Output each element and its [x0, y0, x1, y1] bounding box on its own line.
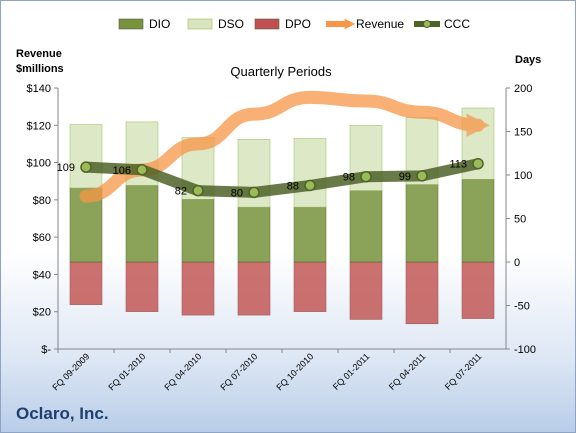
left-tick-label: $120 — [27, 120, 51, 132]
left-tick-label: $20 — [33, 307, 51, 319]
ccc-data-label: 106 — [113, 165, 131, 177]
ccc-line — [80, 158, 484, 198]
legend-swatch-dso — [187, 18, 213, 30]
ccc-data-label: 82 — [175, 186, 187, 198]
right-tick-label: 50 — [514, 214, 526, 226]
left-axis-title-line2: $millions — [16, 63, 64, 75]
right-axis-title: Days — [515, 54, 541, 66]
bar-dio — [405, 184, 439, 263]
company-name: Oclaro, Inc. — [16, 404, 109, 423]
bar-dio — [293, 206, 327, 263]
x-tick-label: FQ 01-2010 — [106, 351, 147, 392]
ccc-data-label: 98 — [343, 172, 355, 184]
left-tick-label: $80 — [33, 195, 51, 207]
bar-dio — [461, 179, 495, 263]
x-tick-label: FQ 09-2009 — [50, 351, 91, 392]
legend-label-dpo: DPO — [285, 17, 311, 31]
x-tick-label: FQ 07-2010 — [218, 351, 259, 392]
x-tick-label: FQ 10-2010 — [274, 351, 315, 392]
left-tick-label: $- — [41, 344, 51, 356]
ccc-point — [416, 170, 428, 182]
ccc-point — [192, 184, 204, 197]
legend-marker-ccc — [423, 20, 431, 28]
ccc-point — [136, 164, 148, 176]
bar-dpo — [349, 261, 383, 320]
bar-dpo — [69, 261, 103, 305]
ccc-point — [80, 161, 92, 173]
left-tick-label: $100 — [27, 158, 51, 170]
right-tick-label: -50 — [514, 301, 530, 313]
ccc-data-label: 88 — [287, 180, 299, 192]
bar-dso — [69, 124, 103, 189]
legend-swatch-dpo — [254, 18, 280, 30]
right-tick-label: -100 — [514, 344, 536, 356]
legend-label-dso: DSO — [218, 17, 244, 31]
bar-dio — [125, 185, 159, 263]
ccc-data-label: 113 — [449, 159, 467, 171]
legend: DIO DSO DPO Revenue CCC — [118, 17, 470, 31]
legend-label-revenue: Revenue — [356, 17, 404, 31]
bar-dio — [237, 206, 271, 263]
right-tick-label: 150 — [514, 127, 532, 139]
x-tick-label: FQ 07-2011 — [443, 351, 484, 392]
right-tick-label: 100 — [514, 170, 532, 182]
ccc-data-label: 109 — [57, 162, 75, 174]
x-tick-label: FQ 04-2011 — [387, 351, 428, 392]
legend-label-ccc: CCC — [444, 17, 470, 31]
chart-title: Quarterly Periods — [230, 64, 332, 79]
ccc-data-label: 99 — [399, 171, 411, 183]
bar-dio — [181, 199, 215, 263]
left-tick-label: $60 — [33, 232, 51, 244]
bar-dpo — [405, 261, 439, 325]
plot-area: $- $20 $40 $60 $80 $100 $120 $140 -100 -50 0 50 100 1… — [27, 83, 537, 392]
legend-label-dio: DIO — [149, 17, 170, 31]
ccc-point — [304, 179, 316, 192]
left-axis-title-line1: Revenue — [16, 48, 62, 60]
bar-dio — [349, 190, 383, 263]
bar-dso — [293, 138, 327, 208]
right-tick-label: 200 — [514, 83, 532, 95]
bar-dpo — [293, 261, 327, 312]
left-tick-label: $40 — [33, 269, 51, 281]
ccc-point — [472, 157, 484, 170]
left-tick-label: $140 — [27, 83, 51, 95]
x-tick-label: FQ 01-2011 — [331, 351, 372, 392]
ccc-point — [360, 170, 372, 183]
x-tick-label: FQ 04-2010 — [162, 351, 203, 392]
bar-dpo — [237, 261, 271, 316]
right-tick-label: 0 — [514, 257, 520, 269]
bar-dpo — [181, 261, 215, 316]
bar-dpo — [125, 261, 159, 312]
bar-dpo — [461, 261, 495, 319]
legend-swatch-dio — [118, 18, 144, 30]
ccc-point — [248, 186, 260, 199]
ccc-data-label: 80 — [231, 187, 243, 199]
